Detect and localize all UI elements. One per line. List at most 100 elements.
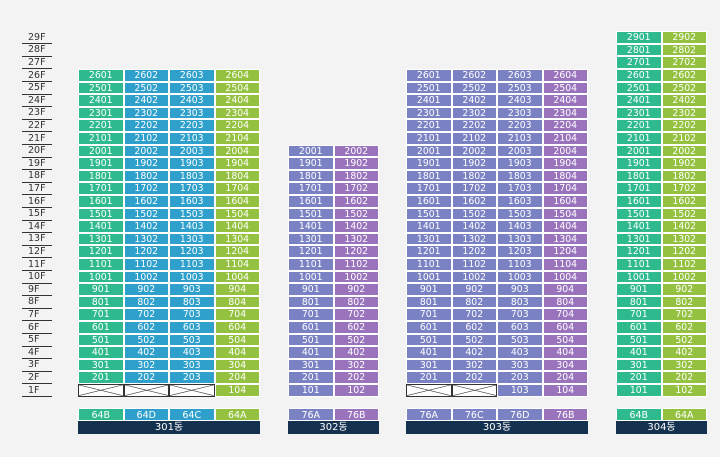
unit-cell: 801 <box>406 295 452 309</box>
unit-cell: 2202 <box>123 119 169 132</box>
unit-cell: 202 <box>123 371 169 384</box>
unit-cell: 2204 <box>542 119 588 132</box>
unit-cell: 403 <box>169 346 215 359</box>
unit-cell: 501 <box>406 333 452 347</box>
unit-cell: 1301 <box>406 232 452 246</box>
unit-cell: 402 <box>123 346 169 359</box>
unit-cell: 201 <box>406 371 452 384</box>
unit-cell: 2604 <box>214 69 260 82</box>
unit-cell: 1002 <box>661 270 707 284</box>
floor-label: 13F <box>22 233 52 246</box>
floor-label-text: 7F <box>28 308 40 320</box>
unit-cell: 2104 <box>542 132 588 145</box>
unit-type-label: 76B <box>333 408 379 421</box>
unit-cell: 1301 <box>78 232 124 246</box>
unit-cell: 1204 <box>542 245 588 258</box>
unit-cell: 1801 <box>406 169 452 183</box>
floor-label: 5F <box>22 334 52 347</box>
unit-cell: 401 <box>406 346 452 359</box>
unit-cell: 2301 <box>78 106 124 120</box>
unit-cell: 2603 <box>169 69 215 82</box>
unit-cell: 2004 <box>542 144 588 158</box>
unit-cell: 1804 <box>542 169 588 183</box>
unit-cell: 803 <box>497 295 543 309</box>
unit-cell: 1004 <box>542 270 588 284</box>
unit-cell: 202 <box>333 371 379 384</box>
unit-cell: 1803 <box>169 169 215 183</box>
unit-cell: 1702 <box>451 182 497 195</box>
unit-cell: 601 <box>406 321 452 334</box>
unit-cell: 602 <box>451 321 497 334</box>
floor-label: 17F <box>22 183 52 196</box>
unit-cell: 1501 <box>616 207 662 221</box>
unit-cell: 2001 <box>616 144 662 158</box>
unit-type-label: 64C <box>169 408 215 421</box>
unit-cell: 1004 <box>214 270 260 284</box>
unit-cell: 203 <box>169 371 215 384</box>
unit-cell: 1001 <box>288 270 334 284</box>
unit-cell: 703 <box>169 308 215 321</box>
unit-cell: 702 <box>333 308 379 321</box>
unit-cell: 902 <box>333 283 379 296</box>
unit-cell: 2303 <box>497 106 543 120</box>
unit-cell: 603 <box>497 321 543 334</box>
floor-label: 27F <box>22 57 52 70</box>
unit-cell: 1102 <box>451 258 497 271</box>
floor-label: 11F <box>22 259 52 272</box>
unit-cell: 1902 <box>123 157 169 170</box>
unit-cell: 602 <box>661 321 707 334</box>
floor-label: 14F <box>22 221 52 234</box>
unit-cell: 1502 <box>123 207 169 221</box>
unit-cell: 304 <box>214 358 260 372</box>
unit-cell: 302 <box>333 358 379 372</box>
unit-cell: 1202 <box>661 245 707 258</box>
unit-cell: 1602 <box>333 195 379 208</box>
unit-cell: 2401 <box>406 94 452 107</box>
unit-cell: 704 <box>214 308 260 321</box>
unit-cell: 1902 <box>333 157 379 170</box>
floor-label-text: 27F <box>28 56 46 68</box>
unit-cell: 901 <box>406 283 452 296</box>
unit-cell: 1101 <box>616 258 662 271</box>
unit-cell: 1503 <box>497 207 543 221</box>
unit-cell: 2801 <box>616 43 662 57</box>
unit-cell: 2203 <box>497 119 543 132</box>
unit-cell: 2302 <box>123 106 169 120</box>
floor-label: 26F <box>22 70 52 83</box>
unit-cell: 802 <box>451 295 497 309</box>
unit-cell: 1601 <box>78 195 124 208</box>
unit-cell: 301 <box>288 358 334 372</box>
unit-cell: 2902 <box>661 31 707 44</box>
unit-cell: 502 <box>451 333 497 347</box>
floor-label-text: 6F <box>28 321 40 333</box>
unit-cell: 402 <box>333 346 379 359</box>
unit-cell: 2101 <box>616 132 662 145</box>
unit-cell: 1002 <box>451 270 497 284</box>
unit-cell: 101 <box>288 384 334 397</box>
unit-cell: 2502 <box>661 81 707 95</box>
floor-label: 1F <box>22 385 52 398</box>
building-name-label: 301동 <box>78 421 260 434</box>
unit-cell: 303 <box>169 358 215 372</box>
unit-cell: 2403 <box>169 94 215 107</box>
unit-cell: 1104 <box>214 258 260 271</box>
unit-cell: 1701 <box>616 182 662 195</box>
floor-label: 23F <box>22 107 52 120</box>
unit-cell: 601 <box>616 321 662 334</box>
unit-cell: 2604 <box>542 69 588 82</box>
unit-cell: 701 <box>78 308 124 321</box>
unit-type-label: 76D <box>497 408 543 421</box>
unit-cell: 504 <box>214 333 260 347</box>
unit-cell: 303 <box>497 358 543 372</box>
floor-label: 6F <box>22 322 52 335</box>
unit-cell: 302 <box>661 358 707 372</box>
unit-cell: 2404 <box>542 94 588 107</box>
unit-cell: 403 <box>497 346 543 359</box>
unit-cell: 704 <box>542 308 588 321</box>
floor-label-text: 22F <box>28 119 46 131</box>
floor-label: 9F <box>22 284 52 297</box>
unit-cell: 804 <box>214 295 260 309</box>
unit-type-label: 64A <box>661 408 707 421</box>
unit-cell: 1604 <box>214 195 260 208</box>
unit-cell: 1403 <box>497 220 543 233</box>
